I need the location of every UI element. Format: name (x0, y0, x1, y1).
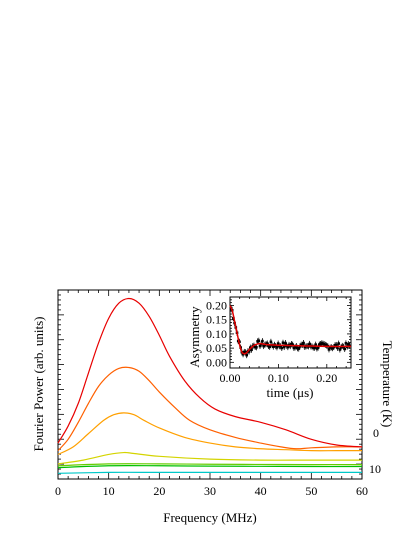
inset-data-point (327, 348, 331, 351)
main-x-tick-label: 20 (153, 484, 165, 498)
inset-data-point (316, 346, 320, 349)
right-y-label: Temperature (K) (380, 341, 395, 428)
inset-data-point (279, 344, 282, 348)
series-line-2 (57, 463, 363, 467)
inset-data-point (314, 343, 317, 346)
main-x-tick-label: 60 (356, 484, 368, 498)
inset-data-point (244, 350, 247, 354)
inset-data-point (338, 348, 342, 351)
inset-data-point (344, 342, 348, 345)
inset-data-point (255, 346, 258, 349)
inset-y-label: Asymmetry (187, 306, 202, 368)
inset-data-point (265, 342, 269, 345)
inset-data-point (272, 345, 275, 348)
inset-data-point (313, 346, 316, 350)
main-x-tick-label: 30 (204, 484, 216, 498)
colorbar-tick-0: 0 (373, 426, 379, 440)
inset-data-point (280, 346, 284, 350)
inset-data-point (245, 353, 248, 357)
inset-data-point (247, 350, 251, 353)
inset-data-point (250, 348, 253, 352)
inset-x-tick-label: 0.20 (316, 371, 337, 385)
main-x-tick-label: 0 (55, 484, 61, 498)
inset-x-ticks: 0.00 0.10 0.20 (220, 297, 347, 385)
main-x-tick-label: 10 (103, 484, 115, 498)
inset-data-point (337, 342, 340, 345)
inset-fit-line (229, 305, 352, 355)
inset-data-point (297, 347, 301, 350)
inset-x-tick-label: 0.00 (220, 371, 241, 385)
main-x-label: Frequency (MHz) (163, 510, 257, 525)
inset-y-tick-label: 0.20 (206, 299, 227, 313)
main-x-tick-label: 40 (255, 484, 267, 498)
series-line-1 (57, 465, 363, 469)
inset-data-point (301, 343, 304, 347)
inset-data-point (281, 341, 285, 345)
main-x-ticks: 0 10 20 30 40 50 60 (55, 290, 368, 498)
inset-data-point (334, 343, 338, 347)
inset-data-point (291, 343, 294, 346)
series-line-5 (57, 366, 363, 452)
inset-data-point (282, 345, 286, 349)
inset-data-point (336, 346, 339, 350)
inset-data-point (261, 339, 264, 343)
main-y-label: Fourier Power (arb. units) (31, 316, 46, 451)
series-line-0 (57, 471, 362, 474)
inset-data-point (268, 345, 271, 349)
main-series-group (57, 297, 363, 474)
inset-x-tick-label: 0.10 (268, 371, 289, 385)
inset-data-point (302, 341, 305, 345)
series-line-6 (57, 297, 363, 448)
colorbar-tick-10: 10 (369, 462, 381, 476)
series-line-4 (57, 412, 362, 455)
inset-y-tick-label: 0.05 (206, 341, 227, 355)
inset-data-point (269, 340, 273, 344)
inset-data-point (276, 342, 280, 345)
inset-y-tick-label: 0.15 (206, 313, 227, 327)
inset-y-tick-label: 0.00 (206, 355, 227, 369)
main-x-tick-label: 50 (305, 484, 317, 498)
inset-data-point (286, 345, 290, 349)
inset-data-point (308, 342, 311, 346)
inset-data-point (343, 347, 347, 351)
inset-data-point (258, 344, 262, 348)
inset-data-point (293, 346, 297, 349)
inset-x-label: time (μs) (266, 385, 313, 400)
series-line-3 (57, 451, 362, 465)
inset-data-point (275, 346, 279, 349)
inset-data-point (339, 345, 343, 349)
inset-data-point (284, 341, 287, 345)
inset-frame (229, 296, 352, 369)
main-y-ticks (58, 289, 362, 480)
inset-data-point (347, 342, 350, 346)
inset-y-tick-label: 0.10 (206, 327, 227, 341)
inset-data-point (241, 352, 245, 356)
inset-data-point (257, 339, 261, 343)
